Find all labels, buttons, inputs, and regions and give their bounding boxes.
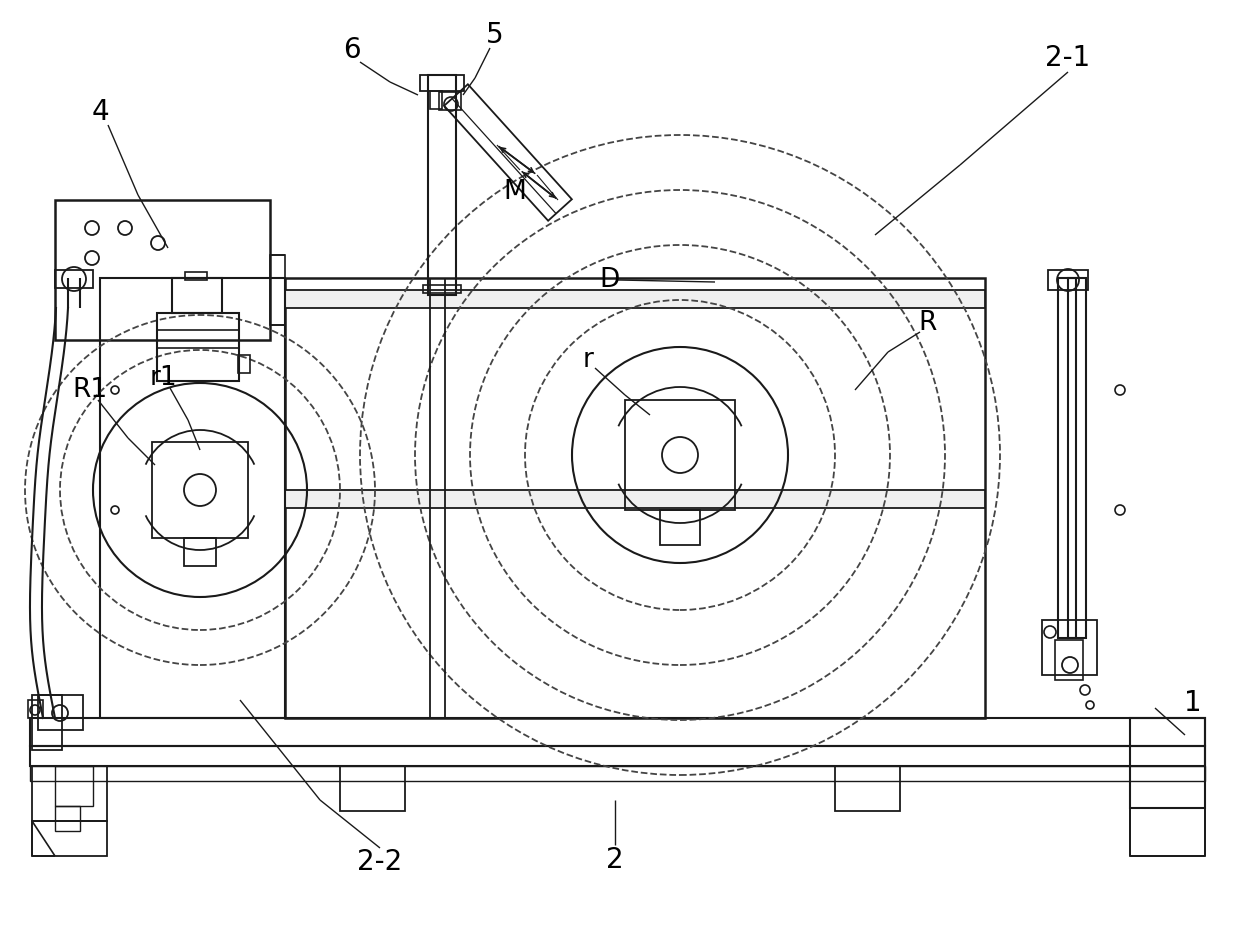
- Text: R: R: [919, 310, 937, 336]
- Bar: [153, 442, 248, 538]
- Bar: [285, 290, 985, 308]
- Text: D: D: [600, 267, 620, 293]
- Bar: [30, 766, 1205, 781]
- Bar: [423, 285, 461, 293]
- Text: M: M: [503, 179, 527, 205]
- Text: 4: 4: [92, 98, 109, 126]
- Bar: [32, 821, 107, 856]
- Text: 1: 1: [1184, 689, 1202, 717]
- Bar: [1068, 278, 1086, 638]
- Bar: [29, 700, 43, 718]
- Bar: [55, 200, 270, 340]
- Bar: [1130, 808, 1205, 856]
- Text: 2-2: 2-2: [357, 848, 403, 876]
- Bar: [439, 92, 461, 110]
- Bar: [32, 766, 107, 821]
- Bar: [100, 278, 285, 718]
- Text: r: r: [583, 347, 594, 373]
- Bar: [238, 355, 250, 373]
- Bar: [420, 75, 464, 91]
- Bar: [430, 91, 441, 109]
- Bar: [1058, 278, 1076, 638]
- Text: R1: R1: [72, 377, 108, 403]
- Bar: [625, 400, 735, 510]
- Text: 2-1: 2-1: [1045, 44, 1091, 72]
- Bar: [185, 272, 207, 280]
- Bar: [172, 278, 222, 313]
- Bar: [157, 313, 239, 381]
- Bar: [285, 278, 985, 718]
- Bar: [1130, 718, 1205, 808]
- Bar: [1055, 640, 1083, 680]
- Bar: [1042, 620, 1097, 675]
- Text: 2: 2: [606, 846, 624, 874]
- Bar: [30, 746, 1205, 766]
- Bar: [184, 538, 216, 566]
- Bar: [1048, 270, 1087, 290]
- Bar: [340, 766, 405, 811]
- Text: 6: 6: [343, 36, 361, 64]
- Bar: [30, 718, 1205, 746]
- Bar: [270, 255, 285, 325]
- Bar: [835, 766, 900, 811]
- Bar: [428, 75, 456, 295]
- Bar: [38, 695, 83, 730]
- Bar: [55, 270, 93, 288]
- Bar: [32, 695, 62, 750]
- Text: r1: r1: [149, 365, 177, 391]
- Bar: [660, 510, 701, 545]
- Bar: [55, 766, 93, 806]
- Bar: [285, 490, 985, 508]
- Text: 5: 5: [486, 21, 503, 49]
- Bar: [55, 806, 81, 831]
